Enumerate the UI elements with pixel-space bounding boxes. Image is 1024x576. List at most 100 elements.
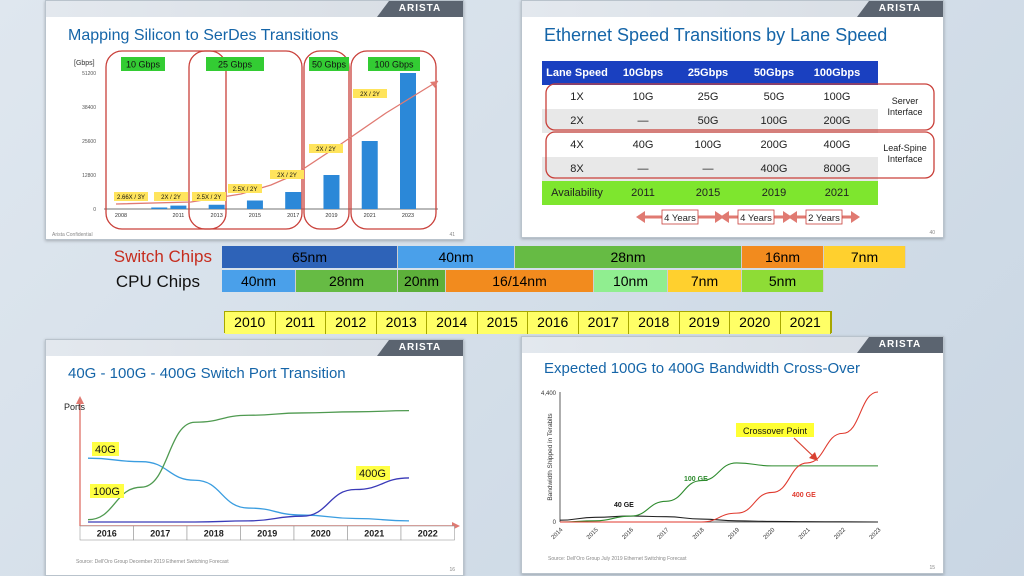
gap-arrowhead — [720, 211, 729, 223]
x-tick-label: 2017 — [657, 527, 671, 541]
x-tick-label: 2016 — [621, 527, 635, 541]
year-cell: 2011 — [275, 312, 326, 334]
gap-label: 4 Years — [664, 213, 696, 224]
ratio-tag: 2.66X / 3Y — [117, 195, 145, 201]
group-box — [303, 50, 350, 230]
year-cell: 2012 — [326, 312, 377, 334]
year-cell: 2020 — [730, 312, 781, 334]
switch-chips-strip: 65nm 40nm 28nm 16nm 7nm — [222, 246, 906, 268]
table-cell: 25Gbps — [687, 67, 729, 79]
x-tick-label: 2019 — [727, 527, 741, 541]
bandwidth-crossover-chart: 0 4,400 Bandwidth Shipped in Terabits 2014 2… — [541, 391, 883, 541]
year-strip: 2010 2011 2012 2013 2014 2015 2016 2017 2018 2019… — [224, 311, 832, 334]
table-cell: Availability — [551, 187, 603, 199]
cpu-node-segment: 10nm — [594, 270, 668, 292]
slide-header-band — [46, 340, 463, 356]
gap-arrowhead — [788, 211, 797, 223]
x-tick-label: 2023 — [402, 213, 414, 219]
year-cell: 2019 — [679, 312, 730, 334]
slide-header-band — [46, 1, 463, 17]
x-tick-label: 2019 — [325, 213, 337, 219]
gap-label-bg — [661, 209, 699, 225]
bar — [323, 175, 340, 209]
table-cell: 2021 — [824, 187, 850, 199]
cpu-node-segment: 16/14nm — [446, 270, 594, 292]
cpu-node-segment: 40nm — [222, 270, 296, 292]
switch-node-segment: 7nm — [824, 246, 906, 268]
bar — [208, 204, 225, 209]
cpu-node-segment: 7nm — [668, 270, 742, 292]
cpu-node-segment: 5nm — [742, 270, 824, 292]
y-axis-arrowhead — [76, 396, 84, 404]
server-group-box — [545, 83, 935, 131]
ratio-tag-bg — [154, 192, 188, 201]
table-cell: 2011 — [631, 187, 655, 199]
leaf-group-box — [545, 131, 935, 179]
table-cell: 400G — [760, 163, 788, 175]
table-cell: 10G — [632, 91, 654, 103]
table-cell: 100G — [760, 115, 788, 127]
table-cell: 800G — [823, 163, 851, 175]
cpu-node-segment: 20nm — [398, 270, 446, 292]
y-tick-label: 4,400 — [541, 391, 557, 397]
arista-logo: ARISTA — [377, 1, 463, 17]
x-tick-label: 2013 — [211, 213, 223, 219]
page-number: 15 — [929, 565, 935, 571]
slide-ethernet-speed: ARISTA Ethernet Speed Transitions by Lan… — [521, 0, 944, 238]
x-tick-label: 2020 — [763, 527, 777, 541]
table-cell: 200G — [760, 139, 788, 151]
group-label: 10 Gbps — [126, 60, 161, 70]
port-transition-chart: Ports 2016 2017 2018 2019 2020 2021 2022 40G 100G… — [64, 396, 460, 541]
gap-label-bg — [737, 209, 775, 225]
table-cell: 40G — [632, 139, 654, 151]
ratio-tag-bg — [114, 192, 148, 201]
year-cell: 2018 — [629, 312, 680, 334]
server-label: Server — [892, 96, 919, 106]
y-axis-label: Ports — [64, 402, 86, 412]
page-number: 41 — [449, 232, 455, 238]
page-number: 16 — [449, 567, 455, 573]
cpu-chips-strip: 40nm 28nm 20nm 16/14nm 10nm 7nm 5nm — [222, 270, 824, 292]
trend-arrow — [115, 80, 439, 205]
table-cell: 25G — [697, 91, 719, 103]
x-tick-label: 2015 — [249, 213, 261, 219]
bar — [246, 200, 263, 209]
bar — [151, 207, 168, 209]
group-label: 25 Gbps — [218, 60, 253, 70]
ratio-tag-bg — [353, 89, 387, 98]
ratio-tag: 2X / 2Y — [161, 195, 181, 201]
year-cell: 2021 — [780, 312, 831, 334]
series-label-bg — [92, 442, 119, 456]
bar — [170, 205, 187, 209]
year-cell: 2014 — [427, 312, 478, 334]
bar — [285, 192, 302, 209]
server-label: Interface — [887, 107, 922, 117]
series-label: 400 GE — [792, 492, 816, 499]
table-cell: 8X — [570, 163, 584, 175]
ratio-tag-bg — [309, 144, 343, 153]
slide-header-band — [522, 1, 943, 17]
y-tick-label: 38400 — [82, 105, 96, 111]
leaf-label: Leaf-Spine — [883, 143, 927, 153]
switch-node-segment: 65nm — [222, 246, 398, 268]
x-tick-label: 2014 — [551, 527, 565, 541]
table-cell: 100Gbps — [813, 67, 861, 79]
switch-chips-label: Switch Chips — [113, 247, 212, 266]
series-label: 40 GE — [614, 502, 634, 509]
table-cell: 2019 — [761, 187, 787, 199]
table-cell: Lane Speed — [546, 67, 608, 79]
series-label: 40G — [95, 444, 116, 456]
x-tick-label: 2023 — [869, 527, 883, 541]
ratio-tag: 2.5X / 2Y — [233, 187, 258, 193]
series-label-bg — [90, 484, 124, 498]
gap-arrowhead — [783, 211, 792, 223]
series-line — [559, 515, 879, 523]
table-cell: 50G — [697, 115, 719, 127]
leaf-label: Interface — [887, 154, 922, 164]
cpu-node-segment: 28nm — [296, 270, 398, 292]
crossover-label-bg — [736, 423, 814, 437]
switch-node-segment: 28nm — [515, 246, 742, 268]
table-cell: 50G — [763, 91, 785, 103]
table-header-row: Lane Speed 10Gbps 25Gbps 50Gbps 100Gbps — [542, 61, 878, 85]
